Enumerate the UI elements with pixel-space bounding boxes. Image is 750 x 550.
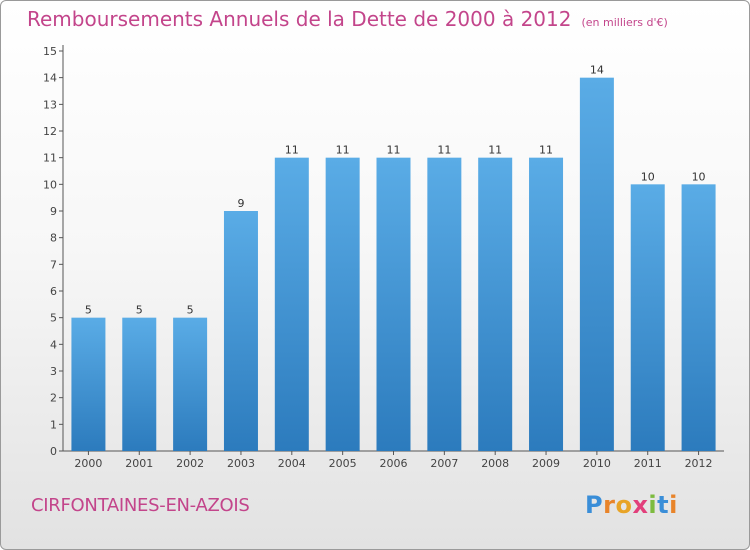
bar-2007 xyxy=(427,157,462,451)
y-tick-label: 11 xyxy=(43,152,57,165)
x-tick-label: 2007 xyxy=(430,457,458,470)
x-tick-label: 2004 xyxy=(278,457,306,470)
x-tick-label: 2003 xyxy=(227,457,255,470)
bar-2006 xyxy=(376,157,411,451)
bar-value-label: 14 xyxy=(590,64,604,77)
y-tick-label: 14 xyxy=(43,72,57,85)
chart-unit-label: (en milliers d'€) xyxy=(581,16,668,29)
y-tick-label: 10 xyxy=(43,178,57,191)
bar-2002 xyxy=(173,317,208,451)
bar-value-label: 5 xyxy=(187,304,194,317)
bar-2009 xyxy=(529,157,564,451)
y-tick-label: 2 xyxy=(50,392,57,405)
bar-value-label: 11 xyxy=(387,144,401,157)
bar-2010 xyxy=(579,77,614,452)
logo-letter: i xyxy=(669,491,678,519)
logo-letter: r xyxy=(603,491,616,519)
bar-value-label: 11 xyxy=(336,144,350,157)
x-tick-label: 2012 xyxy=(685,457,713,470)
bar-2003 xyxy=(223,211,258,451)
bar-2001 xyxy=(122,317,157,451)
x-tick-label: 2010 xyxy=(583,457,611,470)
bar-value-label: 11 xyxy=(437,144,451,157)
y-tick-label: 9 xyxy=(50,205,57,218)
x-tick-label: 2005 xyxy=(329,457,357,470)
x-tick-label: 2000 xyxy=(74,457,102,470)
logo-letter: t xyxy=(657,491,670,519)
chart-value-labels: 5 5 5 9 11 11 11 11 11 11 14 10 10 xyxy=(85,64,706,317)
x-tick-label: 2009 xyxy=(532,457,560,470)
y-tick-label: 3 xyxy=(50,365,57,378)
bar-value-label: 9 xyxy=(237,197,244,210)
bar-2000 xyxy=(71,317,106,451)
y-tick-label: 1 xyxy=(50,418,57,431)
x-tick-label: 2006 xyxy=(380,457,408,470)
y-tick-label: 15 xyxy=(43,45,57,58)
bar-value-label: 11 xyxy=(285,144,299,157)
y-tick-label: 12 xyxy=(43,125,57,138)
commune-name: CIRFONTAINES-EN-AZOIS xyxy=(31,495,250,516)
chart-bars xyxy=(71,77,716,452)
x-tick-label: 2001 xyxy=(125,457,153,470)
bar-2004 xyxy=(274,157,309,451)
bar-2008 xyxy=(478,157,513,451)
logo-letter: o xyxy=(615,491,633,519)
y-tick-label: 4 xyxy=(50,338,57,351)
bar-value-label: 10 xyxy=(641,170,655,183)
chart-title: Remboursements Annuels de la Dette de 20… xyxy=(27,7,668,31)
y-tick-label: 8 xyxy=(50,232,57,245)
bar-value-label: 5 xyxy=(85,304,92,317)
y-tick-label: 13 xyxy=(43,98,57,111)
logo-letter: x xyxy=(632,491,649,519)
y-tick-label: 7 xyxy=(50,258,57,271)
logo-letter: P xyxy=(585,491,604,519)
x-tick-label: 2002 xyxy=(176,457,204,470)
logo-letter: i xyxy=(648,491,658,519)
x-tick-label: 2008 xyxy=(481,457,509,470)
chart-title-text: Remboursements Annuels de la Dette de 20… xyxy=(27,7,572,31)
y-tick-label: 6 xyxy=(50,285,57,298)
bar-2012 xyxy=(681,184,716,452)
bar-2011 xyxy=(630,184,665,452)
bar-value-label: 5 xyxy=(136,304,143,317)
y-tick-label: 5 xyxy=(50,312,57,325)
bar-value-label: 10 xyxy=(692,170,706,183)
x-tick-label: 2011 xyxy=(634,457,662,470)
bar-2005 xyxy=(325,157,360,451)
bar-value-label: 11 xyxy=(488,144,502,157)
bar-value-label: 11 xyxy=(539,144,553,157)
proxiti-logo[interactable]: Proxiti xyxy=(585,491,678,519)
y-tick-label: 0 xyxy=(50,445,57,458)
